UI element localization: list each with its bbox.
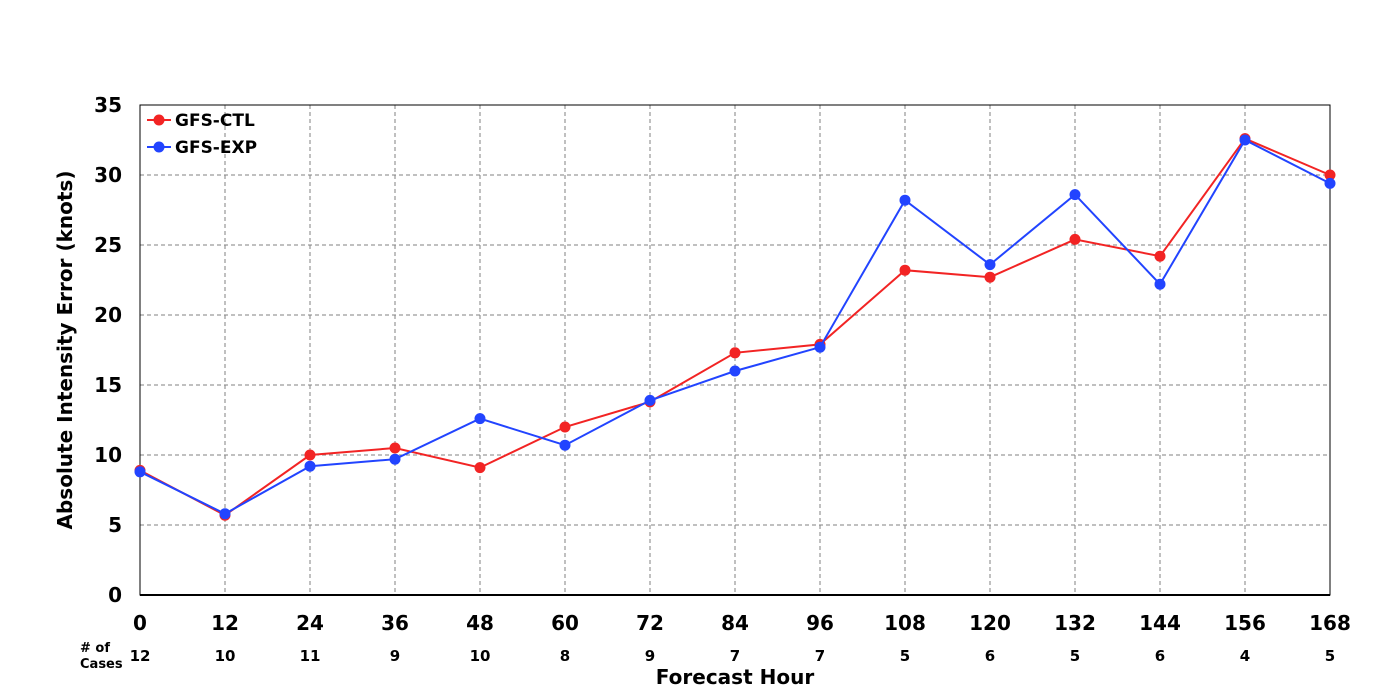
case-count: 6 (1155, 647, 1165, 665)
case-count: 4 (1240, 647, 1250, 665)
data-point (474, 413, 486, 425)
y-tick-label: 10 (94, 443, 122, 467)
legend-marker (153, 141, 165, 153)
legend-item-ctl: GFS-CTL (147, 111, 255, 131)
x-tick-label: 72 (636, 611, 664, 635)
case-count: 11 (300, 647, 321, 665)
data-point (474, 462, 486, 474)
data-point (219, 508, 231, 520)
x-tick-label: 108 (884, 611, 926, 635)
y-tick-label: 0 (108, 583, 122, 607)
data-point (389, 453, 401, 465)
legend-label: GFS-CTL (175, 111, 255, 131)
data-point (1239, 134, 1251, 146)
y-tick-label: 35 (94, 93, 122, 117)
x-tick-label: 120 (969, 611, 1011, 635)
y-tick-label: 5 (108, 513, 122, 537)
legend: GFS-CTL GFS-EXP (147, 111, 257, 158)
x-tick-label: 36 (381, 611, 409, 635)
case-count: 6 (985, 647, 995, 665)
data-point (729, 347, 741, 359)
data-point (729, 365, 741, 377)
data-point (1324, 169, 1336, 181)
data-point (559, 421, 571, 433)
data-point (1154, 278, 1166, 290)
x-tick-label: 156 (1224, 611, 1266, 635)
x-tick-label: 48 (466, 611, 494, 635)
x-tick-label: 132 (1054, 611, 1096, 635)
case-count: 10 (470, 647, 491, 665)
legend-marker (153, 114, 165, 126)
y-tick-label: 20 (94, 303, 122, 327)
y-tick-label: 30 (94, 163, 122, 187)
x-tick-label: 84 (721, 611, 749, 635)
legend-item-exp: GFS-EXP (147, 138, 257, 158)
data-point (559, 439, 571, 451)
data-point (1069, 233, 1081, 245)
data-point (304, 460, 316, 472)
data-point (814, 341, 826, 353)
data-point (304, 449, 316, 461)
y-tick-label: 15 (94, 373, 122, 397)
data-point (1069, 189, 1081, 201)
case-count: 8 (560, 647, 570, 665)
case-count: 9 (645, 647, 655, 665)
x-tick-label: 144 (1139, 611, 1181, 635)
case-count: 5 (1325, 647, 1335, 665)
data-point (984, 259, 996, 271)
case-count: 5 (1070, 647, 1080, 665)
cases-title-line1: # of (80, 641, 110, 656)
data-point (134, 466, 146, 478)
cases-title-line2: Cases (80, 657, 123, 672)
x-tick-label: 12 (211, 611, 239, 635)
data-point (644, 394, 656, 406)
x-tick-label: 168 (1309, 611, 1351, 635)
series (134, 133, 1336, 521)
x-axis-title: Forecast Hour (656, 665, 815, 689)
x-tick-label: 24 (296, 611, 324, 635)
case-count: 10 (215, 647, 236, 665)
tick-labels: 0 5 10 15 20 25 30 35 0 12 24 36 48 60 72 84 96 108 120 132… (94, 93, 1351, 635)
legend-label: GFS-EXP (175, 138, 257, 158)
case-count: 9 (390, 647, 400, 665)
data-point (389, 442, 401, 454)
case-count: 5 (900, 647, 910, 665)
y-tick-label: 25 (94, 233, 122, 257)
x-tick-label: 96 (806, 611, 834, 635)
y-axis-title: Absolute Intensity Error (knots) (53, 171, 77, 530)
series-gfs-exp (134, 134, 1336, 520)
case-count: 12 (130, 647, 151, 665)
case-count: 7 (815, 647, 825, 665)
data-point (899, 194, 911, 206)
data-point (1324, 177, 1336, 189)
x-tick-label: 0 (133, 611, 147, 635)
data-point (899, 264, 911, 276)
case-counts: # of Cases 12 10 11 9 10 8 9 7 7 5 6 5 6 4 5 (80, 641, 1335, 672)
x-tick-label: 60 (551, 611, 579, 635)
case-count: 7 (730, 647, 740, 665)
data-point (1154, 250, 1166, 262)
data-point (984, 271, 996, 283)
